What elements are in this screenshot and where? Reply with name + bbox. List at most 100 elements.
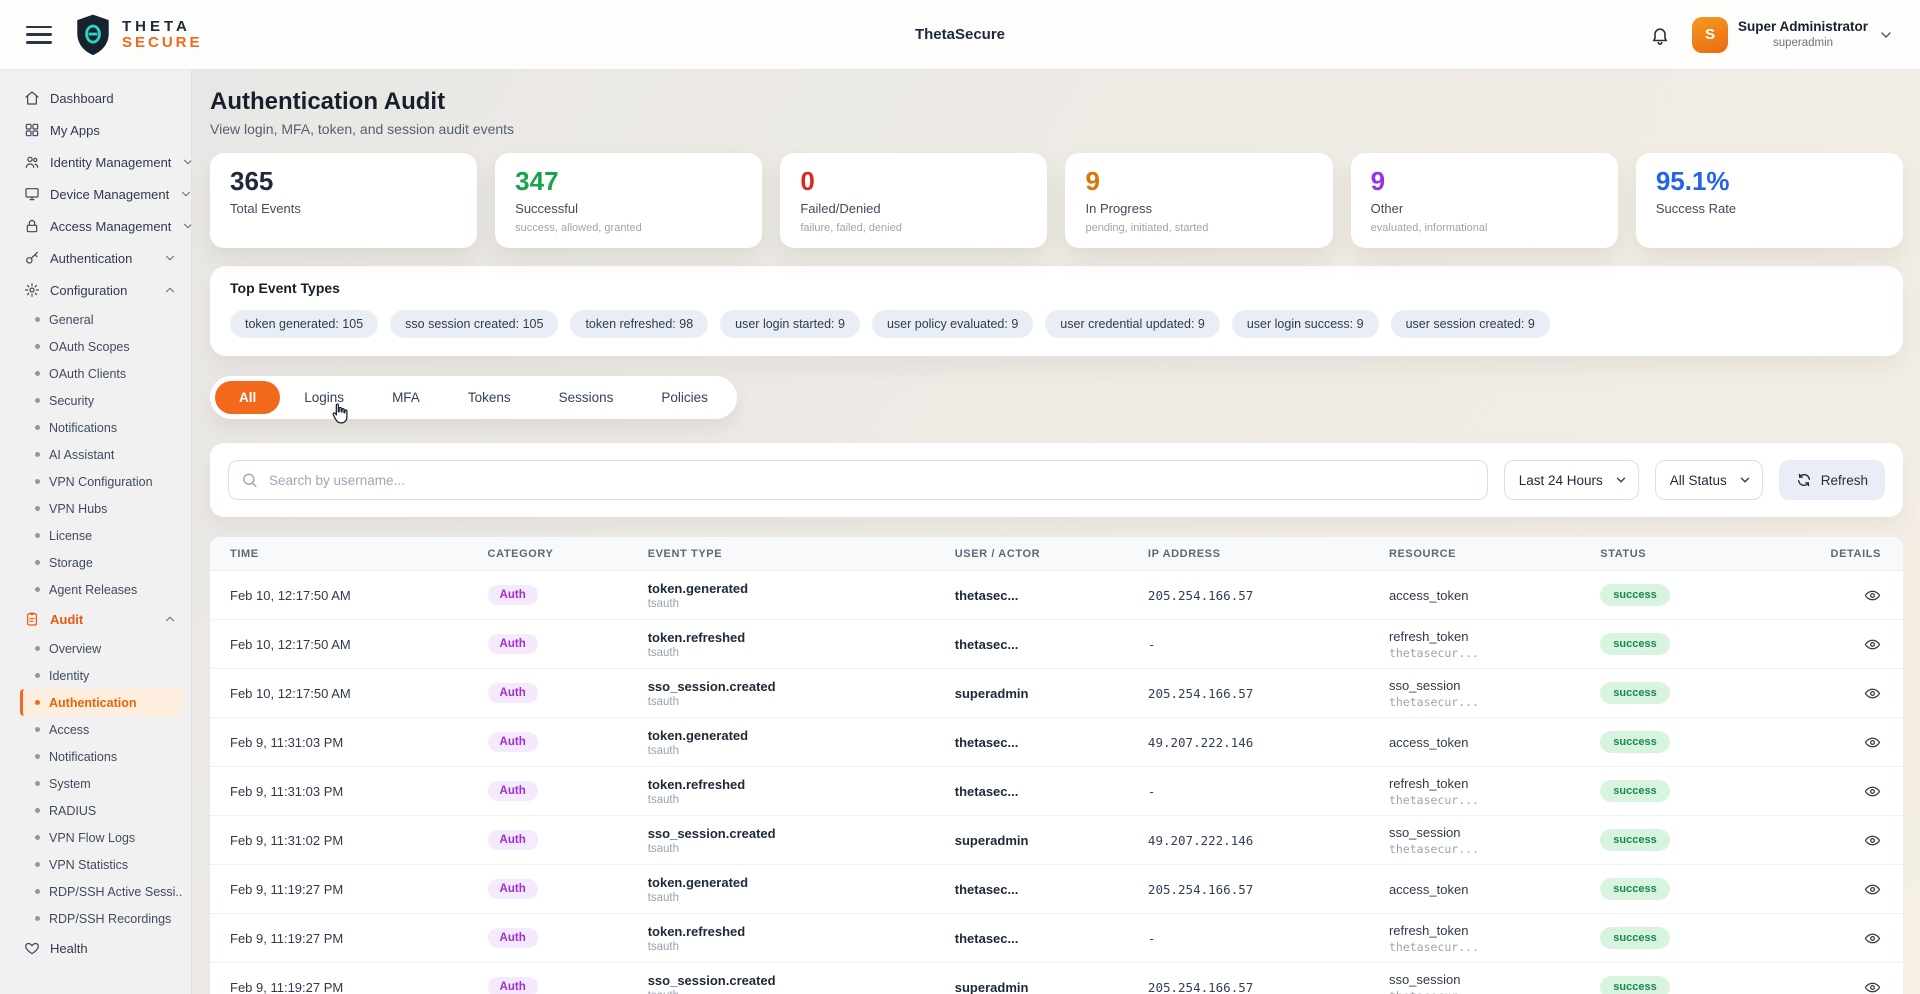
sidebar-subitem-license[interactable]: License [20, 522, 183, 549]
sidebar-subitem-label: Notifications [49, 420, 118, 435]
sidebar-item-health[interactable]: Health [0, 932, 191, 964]
stat-sublabel: success, allowed, granted [515, 222, 642, 234]
sidebar-item-my-apps[interactable]: My Apps [0, 114, 191, 146]
main-content: Authentication Audit View login, MFA, to… [192, 70, 1920, 994]
view-details-eye-icon[interactable] [1864, 832, 1881, 849]
bullet-dot-icon [35, 808, 40, 813]
cell-event-type: token.generated tsauth [647, 874, 749, 904]
sidebar-subitem-ai-assistant[interactable]: AI Assistant [20, 441, 183, 468]
cell-user-actor: thetasec... [954, 587, 1019, 603]
event-type-chip: user session created: 9 [1390, 310, 1550, 338]
view-details-eye-icon[interactable] [1864, 881, 1881, 898]
chevron-down-icon [181, 155, 191, 169]
tab-mfa[interactable]: MFA [392, 390, 420, 405]
sidebar-subitem-vpn-configuration[interactable]: VPN Configuration [20, 468, 183, 495]
cell-ip-address: 205.254.166.57 [1147, 881, 1254, 897]
view-details-eye-icon[interactable] [1864, 930, 1881, 947]
sidebar-subitem-vpn-hubs[interactable]: VPN Hubs [20, 495, 183, 522]
sidebar-subitem-authentication[interactable]: Authentication [20, 689, 183, 716]
chevron-up-icon [163, 283, 177, 297]
column-header-resource: Resource [1388, 547, 1457, 560]
sidebar-item-identity-management[interactable]: Identity Management [0, 146, 191, 178]
sidebar-subitem-rdp-ssh-active-sessi[interactable]: RDP/SSH Active Sessi... [20, 878, 183, 905]
time-range-select[interactable]: Last 24 Hours [1503, 460, 1639, 500]
sidebar-subitem-overview[interactable]: Overview [20, 635, 183, 662]
cell-resource: refresh_token thetasecur... [1388, 775, 1479, 807]
user-menu[interactable]: S Super Administrator superadmin [1691, 16, 1894, 53]
sidebar-subitem-vpn-flow-logs[interactable]: VPN Flow Logs [20, 824, 183, 851]
sidebar-item-dashboard[interactable]: Dashboard [0, 82, 191, 114]
event-type-chip: user policy evaluated: 9 [871, 310, 1034, 338]
tab-logins[interactable]: Logins [304, 390, 345, 405]
view-details-eye-icon[interactable] [1864, 783, 1881, 800]
tab-tokens[interactable]: Tokens [467, 390, 511, 405]
tab-policies[interactable]: Policies [661, 390, 708, 405]
top-header: THETA SECURE ThetaSecure S Super Adminis… [0, 0, 1920, 70]
cell-time: Feb 9, 11:31:03 PM [230, 734, 344, 750]
stat-card-success-rate: 95.1% Success Rate [1635, 153, 1903, 248]
cell-user-actor: thetasec... [954, 930, 1019, 946]
sidebar-subitem-system[interactable]: System [20, 770, 183, 797]
view-details-eye-icon[interactable] [1864, 979, 1881, 994]
sidebar-item-authentication[interactable]: Authentication [0, 242, 191, 274]
view-details-eye-icon[interactable] [1864, 587, 1881, 604]
hamburger-menu-icon[interactable] [26, 24, 52, 46]
status-badge: success [1600, 633, 1670, 655]
sidebar-subitem-radius[interactable]: RADIUS [20, 797, 183, 824]
event-type-chip: token refreshed: 98 [570, 310, 709, 338]
sidebar-subitem-general[interactable]: General [20, 306, 183, 333]
view-details-eye-icon[interactable] [1864, 685, 1881, 702]
view-details-eye-icon[interactable] [1864, 734, 1881, 751]
sidebar-subitem-rdp-ssh-recordings[interactable]: RDP/SSH Recordings [20, 905, 183, 932]
status-select[interactable]: All Status [1654, 460, 1763, 500]
sidebar-subitem-label: OAuth Clients [49, 366, 127, 381]
status-badge: success [1600, 878, 1670, 900]
stat-sublabel: failure, failed, denied [800, 222, 902, 234]
page-title: Authentication Audit [210, 88, 446, 115]
bullet-dot-icon [35, 560, 40, 565]
search-input[interactable] [228, 460, 1488, 500]
table-row: Feb 10, 12:17:50 AM Auth token.refreshed ts… [210, 620, 1903, 669]
sidebar-subitem-notifications[interactable]: Notifications [20, 414, 183, 441]
sidebar-item-device-management[interactable]: Device Management [0, 178, 191, 210]
stat-label: Successful [515, 201, 579, 216]
sidebar-subitem-agent-releases[interactable]: Agent Releases [20, 576, 183, 603]
sidebar-subitem-vpn-statistics[interactable]: VPN Statistics [20, 851, 183, 878]
sidebar-item-configuration[interactable]: Configuration [0, 274, 191, 306]
sidebar-subitem-storage[interactable]: Storage [20, 549, 183, 576]
sidebar-subitem-notifications[interactable]: Notifications [20, 743, 183, 770]
chevron-down-icon [179, 187, 191, 201]
event-type-chip: sso session created: 105 [390, 310, 559, 338]
cell-ip-address: 205.254.166.57 [1147, 685, 1254, 701]
sidebar-item-audit[interactable]: Audit [0, 603, 191, 635]
sidebar-item-access-management[interactable]: Access Management [0, 210, 191, 242]
tab-all[interactable]: All [215, 381, 281, 414]
sidebar-subitem-oauth-clients[interactable]: OAuth Clients [20, 360, 183, 387]
notifications-bell-icon[interactable] [1650, 25, 1670, 45]
sidebar-subitem-identity[interactable]: Identity [20, 662, 183, 689]
sidebar-subitem-access[interactable]: Access [20, 716, 183, 743]
sidebar-subitem-security[interactable]: Security [20, 387, 183, 414]
bullet-dot-icon [35, 781, 40, 786]
cell-user-actor: thetasec... [954, 636, 1019, 652]
sidebar-subitem-oauth-scopes[interactable]: OAuth Scopes [20, 333, 183, 360]
stat-value: 9 [1370, 166, 1386, 196]
cell-ip-address: - [1147, 783, 1156, 799]
bullet-dot-icon [35, 862, 40, 867]
bullet-dot-icon [35, 727, 40, 732]
sidebar-subitem-label: RADIUS [49, 803, 97, 818]
sidebar-subitem-label: RDP/SSH Active Sessi... [49, 884, 183, 899]
refresh-button[interactable]: Refresh [1778, 460, 1885, 500]
cell-event-type: token.refreshed tsauth [647, 629, 746, 659]
tab-sessions[interactable]: Sessions [558, 390, 614, 405]
view-details-eye-icon[interactable] [1864, 636, 1881, 653]
event-type-chip: user login started: 9 [720, 310, 860, 338]
category-badge: Auth [487, 585, 538, 605]
cell-ip-address: 49.207.222.146 [1147, 734, 1254, 750]
app-logo: THETA SECURE [74, 13, 203, 57]
sidebar-item-label: Authentication [50, 250, 133, 266]
cell-time: Feb 9, 11:31:03 PM [230, 783, 344, 799]
table-row: Feb 9, 11:19:27 PM Auth sso_session.create… [210, 963, 1903, 994]
